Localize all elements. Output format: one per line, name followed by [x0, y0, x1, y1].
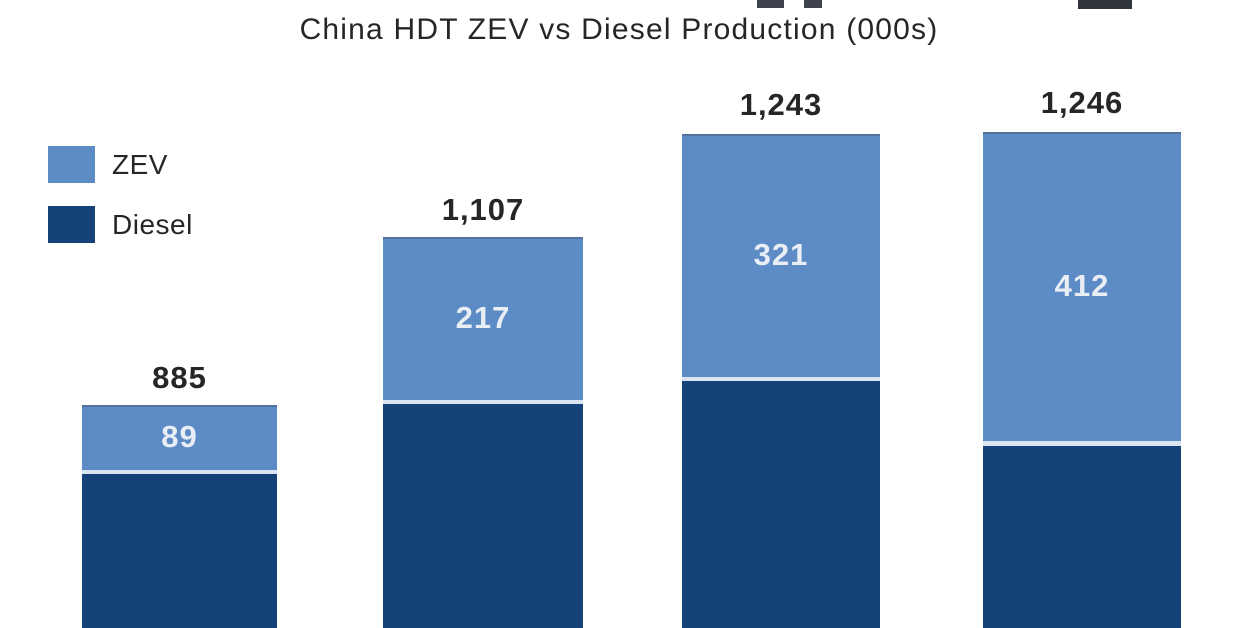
zev-segment	[682, 134, 880, 377]
segment-separator	[983, 441, 1181, 446]
top-crop-artifact	[804, 0, 822, 8]
segment-separator	[383, 400, 583, 404]
chart-title: China HDT ZEV vs Diesel Production (000s…	[299, 13, 939, 46]
bar-group-1: 885 89	[82, 0, 277, 628]
zev-segment	[383, 237, 583, 400]
legend-swatch-diesel	[48, 206, 95, 243]
diesel-segment	[983, 446, 1181, 628]
top-crop-artifact	[757, 0, 784, 8]
total-label: 1,107	[441, 192, 525, 227]
legend: ZEV Diesel	[48, 146, 193, 266]
zev-segment	[82, 405, 277, 470]
zev-segment	[983, 132, 1181, 441]
segment-separator	[82, 470, 277, 474]
zev-value-label: 412	[1054, 268, 1110, 303]
bar-group-2: 1,107 217	[383, 0, 583, 628]
zev-value-label: 217	[455, 300, 511, 335]
total-label: 885	[152, 360, 207, 395]
total-label: 1,246	[1040, 85, 1124, 120]
legend-item-zev: ZEV	[48, 146, 193, 183]
diesel-segment	[383, 404, 583, 628]
segment-separator	[682, 377, 880, 381]
legend-label-zev: ZEV	[112, 148, 168, 180]
total-label: 1,243	[739, 87, 823, 122]
zev-value-label: 89	[161, 419, 198, 454]
diesel-segment	[82, 474, 277, 628]
bar-group-3: 1,243 321	[682, 0, 880, 628]
diesel-segment	[682, 381, 880, 628]
bar-group-4: 1,246 412	[983, 0, 1181, 628]
top-crop-artifact	[1078, 0, 1132, 9]
legend-swatch-zev	[48, 146, 95, 183]
legend-label-diesel: Diesel	[112, 208, 193, 240]
legend-item-diesel: Diesel	[48, 206, 193, 243]
zev-value-label: 321	[753, 237, 809, 272]
